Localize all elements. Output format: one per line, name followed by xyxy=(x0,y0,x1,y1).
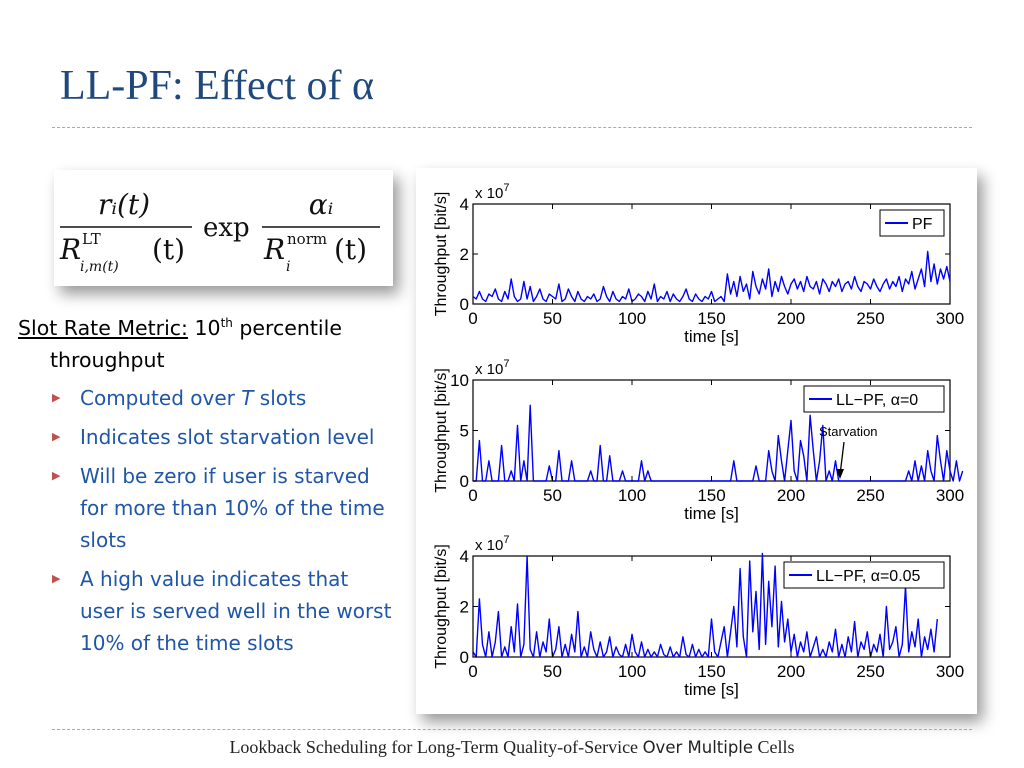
throughput-plot-3: 0 50 100 150 200 250 300 0 2 4 x 107 time [s] Throug… xyxy=(433,534,964,699)
y-axis-label: Throughput [bit/s] xyxy=(433,368,450,493)
footer-title-end: Cells xyxy=(757,737,795,757)
footer-title: Lookback Scheduling for Long-Term Qualit… xyxy=(229,737,639,757)
y-tick-label: 2 xyxy=(460,245,469,264)
formula-denominator-1-arg: (t) xyxy=(152,233,185,266)
formula-denominator-1-sub: i,m(t) xyxy=(80,259,119,275)
bullet-text: Computed over xyxy=(80,386,242,410)
formula-denominator-2-base: R xyxy=(263,233,285,266)
lead-text-number: 10 xyxy=(187,316,221,340)
y-tick-label: 0 xyxy=(460,648,469,667)
x-tick-label: 150 xyxy=(697,309,725,328)
llpf-metric-formula: rᵢ(t) R LT i,m(t) (t) exp αᵢ R norm i (t… xyxy=(59,188,380,275)
bullet-list: ▶ Computed over T slots ▶ Indicates slot s… xyxy=(18,382,393,659)
slot-rate-metric-lead: Slot Rate Metric: 10th percentile throug… xyxy=(18,312,393,376)
x-tick-label: 200 xyxy=(777,662,805,681)
throughput-figure-card: 0 50 100 150 200 250 300 0 2 4 x 107 time [s] Throug… xyxy=(416,168,977,714)
x-axis-label: time [s] xyxy=(684,680,739,699)
slot-rate-metric-label: Slot Rate Metric: xyxy=(18,316,188,340)
y-multiplier-label: x 107 xyxy=(475,358,509,378)
y-tick-label: 2 xyxy=(460,598,469,617)
x-tick-label: 300 xyxy=(936,662,964,681)
x-tick-label: 200 xyxy=(777,309,805,328)
lead-text-superscript: th xyxy=(220,316,233,331)
y-axis-label: Throughput [bit/s] xyxy=(433,544,450,669)
y-axis-label: Throughput [bit/s] xyxy=(433,192,450,317)
bullet-text: Indicates slot starvation level xyxy=(80,425,375,449)
triangle-bullet-icon: ▶ xyxy=(52,430,61,443)
y-tick-label: 0 xyxy=(460,472,469,491)
bullet-text: Will be zero if user is starved for more… xyxy=(80,464,385,552)
legend-label: LL−PF, α=0 xyxy=(836,392,918,409)
x-tick-label: 0 xyxy=(468,662,477,681)
formula-denominator-2-sub: i xyxy=(286,259,290,275)
x-tick-label: 0 xyxy=(468,486,477,505)
formula-denominator-1-sup: LT xyxy=(82,230,101,248)
y-tick-label: 5 xyxy=(460,422,469,441)
slide-title: LL-PF: Effect of α xyxy=(60,63,374,109)
x-tick-label: 300 xyxy=(936,486,964,505)
formula-card: rᵢ(t) R LT i,m(t) (t) exp αᵢ R norm i (t… xyxy=(54,170,393,286)
bullet-item: ▶ Will be zero if user is starved for mor… xyxy=(18,460,393,556)
formula-denominator-2-sup: norm xyxy=(287,230,327,248)
throughput-plot-2: 0 50 100 150 200 250 300 0 5 10 x 107 time [s] Throu… xyxy=(433,358,964,523)
triangle-bullet-icon: ▶ xyxy=(52,391,61,404)
x-tick-label: 250 xyxy=(856,309,884,328)
footer-title-alt-font: Over Multiple xyxy=(642,738,754,757)
bullet-text-end: slots xyxy=(253,386,307,410)
bullet-item: ▶ A high value indicates that user is ser… xyxy=(18,563,393,659)
y-tick-label: 4 xyxy=(460,547,469,566)
y-multiplier-label: x 107 xyxy=(475,182,509,202)
bullet-text-emphasis: T xyxy=(241,386,254,410)
series-line xyxy=(472,552,938,658)
x-axis-label: time [s] xyxy=(684,327,739,346)
bullet-text: A high value indicates that user is serv… xyxy=(80,567,392,655)
series-line xyxy=(473,404,964,482)
x-tick-label: 300 xyxy=(936,309,964,328)
triangle-bullet-icon: ▶ xyxy=(52,572,61,585)
x-tick-label: 50 xyxy=(543,309,562,328)
footer-divider xyxy=(52,729,972,730)
x-axis-label: time [s] xyxy=(684,504,739,523)
formula-exp-operator: exp xyxy=(203,213,250,243)
legend-label: LL−PF, α=0.05 xyxy=(816,568,921,585)
x-tick-label: 250 xyxy=(856,662,884,681)
formula-numerator-2: αᵢ xyxy=(309,188,334,221)
formula-denominator-2-arg: (t) xyxy=(334,233,367,266)
x-tick-label: 50 xyxy=(543,486,562,505)
series-line xyxy=(472,250,951,303)
x-tick-label: 100 xyxy=(618,662,646,681)
x-tick-label: 100 xyxy=(618,309,646,328)
x-tick-label: 200 xyxy=(777,486,805,505)
x-tick-label: 0 xyxy=(468,309,477,328)
throughput-plot-1: 0 50 100 150 200 250 300 0 2 4 x 107 time [s] Throug… xyxy=(433,182,964,346)
starvation-arrow-head xyxy=(836,469,844,479)
lead-text-rest: percentile throughput xyxy=(50,316,342,372)
x-tick-label: 250 xyxy=(856,486,884,505)
formula-numerator-1: rᵢ(t) xyxy=(98,188,150,221)
bullet-item: ▶ Computed over T slots xyxy=(18,382,393,414)
starvation-annotation: Starvation xyxy=(819,424,878,439)
y-tick-label: 0 xyxy=(460,295,469,314)
bullet-section: Slot Rate Metric: 10th percentile throug… xyxy=(18,312,393,666)
slide-footer: Lookback Scheduling for Long-Term Qualit… xyxy=(0,737,1024,758)
bullet-item: ▶ Indicates slot starvation level xyxy=(18,421,393,453)
formula-denominator-1-base: R xyxy=(59,233,81,266)
x-tick-label: 150 xyxy=(697,486,725,505)
x-tick-label: 50 xyxy=(543,662,562,681)
y-tick-label: 4 xyxy=(460,195,469,214)
triangle-bullet-icon: ▶ xyxy=(52,469,61,482)
y-multiplier-label: x 107 xyxy=(475,534,509,554)
legend-label: PF xyxy=(912,216,933,233)
title-divider xyxy=(52,127,972,128)
x-tick-label: 100 xyxy=(618,486,646,505)
y-tick-label: 10 xyxy=(450,371,469,390)
x-tick-label: 150 xyxy=(697,662,725,681)
